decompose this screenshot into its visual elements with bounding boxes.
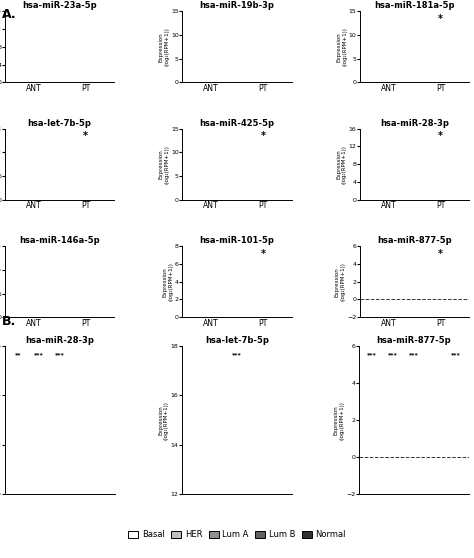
Title: hsa-miR-19b-3p: hsa-miR-19b-3p <box>200 1 274 11</box>
Text: ***: *** <box>451 352 461 357</box>
Y-axis label: Expression
(log₂(RPM+1)): Expression (log₂(RPM+1)) <box>158 401 169 440</box>
Title: hsa-miR-28-3p: hsa-miR-28-3p <box>26 336 94 345</box>
Y-axis label: Expression
(log₂(RPM+1)): Expression (log₂(RPM+1)) <box>335 262 346 301</box>
Text: ***: *** <box>34 352 44 357</box>
Y-axis label: Expression
(log₂(RPM+1)): Expression (log₂(RPM+1)) <box>334 401 345 440</box>
Y-axis label: Expression
(log₂(RPM+1)): Expression (log₂(RPM+1)) <box>336 145 347 184</box>
Text: *: * <box>438 132 443 142</box>
Text: B.: B. <box>2 315 17 328</box>
Text: *: * <box>83 132 88 142</box>
Text: **: ** <box>15 352 21 357</box>
Text: ***: *** <box>367 352 377 357</box>
Text: ***: *** <box>55 352 65 357</box>
Text: ***: *** <box>409 352 419 357</box>
Y-axis label: Expression
(log₂(RPM+1)): Expression (log₂(RPM+1)) <box>159 27 170 66</box>
Y-axis label: Expression
(log₂(RPM+1)): Expression (log₂(RPM+1)) <box>163 262 173 301</box>
Text: *: * <box>438 14 443 24</box>
Title: hsa-miR-101-5p: hsa-miR-101-5p <box>200 236 274 246</box>
Text: A.: A. <box>2 8 17 21</box>
Title: hsa-miR-877-5p: hsa-miR-877-5p <box>377 336 451 345</box>
Title: hsa-let-7b-5p: hsa-let-7b-5p <box>205 336 269 345</box>
Y-axis label: Expression
(log₂(RPM+1)): Expression (log₂(RPM+1)) <box>159 145 170 184</box>
Title: hsa-miR-28-3p: hsa-miR-28-3p <box>380 119 449 128</box>
Text: *: * <box>261 132 265 142</box>
Title: hsa-miR-877-5p: hsa-miR-877-5p <box>377 236 452 246</box>
Legend: Basal, HER, Lum A, Lum B, Normal: Basal, HER, Lum A, Lum B, Normal <box>125 527 349 543</box>
Title: hsa-miR-23a-5p: hsa-miR-23a-5p <box>22 1 97 11</box>
Text: *: * <box>438 249 443 259</box>
Text: *: * <box>261 249 265 259</box>
Text: ***: *** <box>232 352 242 357</box>
Title: hsa-miR-146a-5p: hsa-miR-146a-5p <box>19 236 100 246</box>
Y-axis label: Expression
(log₂(RPM+1)): Expression (log₂(RPM+1)) <box>336 27 347 66</box>
Title: hsa-let-7b-5p: hsa-let-7b-5p <box>27 119 91 128</box>
Title: hsa-miR-425-5p: hsa-miR-425-5p <box>200 119 274 128</box>
Title: hsa-miR-181a-5p: hsa-miR-181a-5p <box>374 1 455 11</box>
Text: ***: *** <box>388 352 398 357</box>
